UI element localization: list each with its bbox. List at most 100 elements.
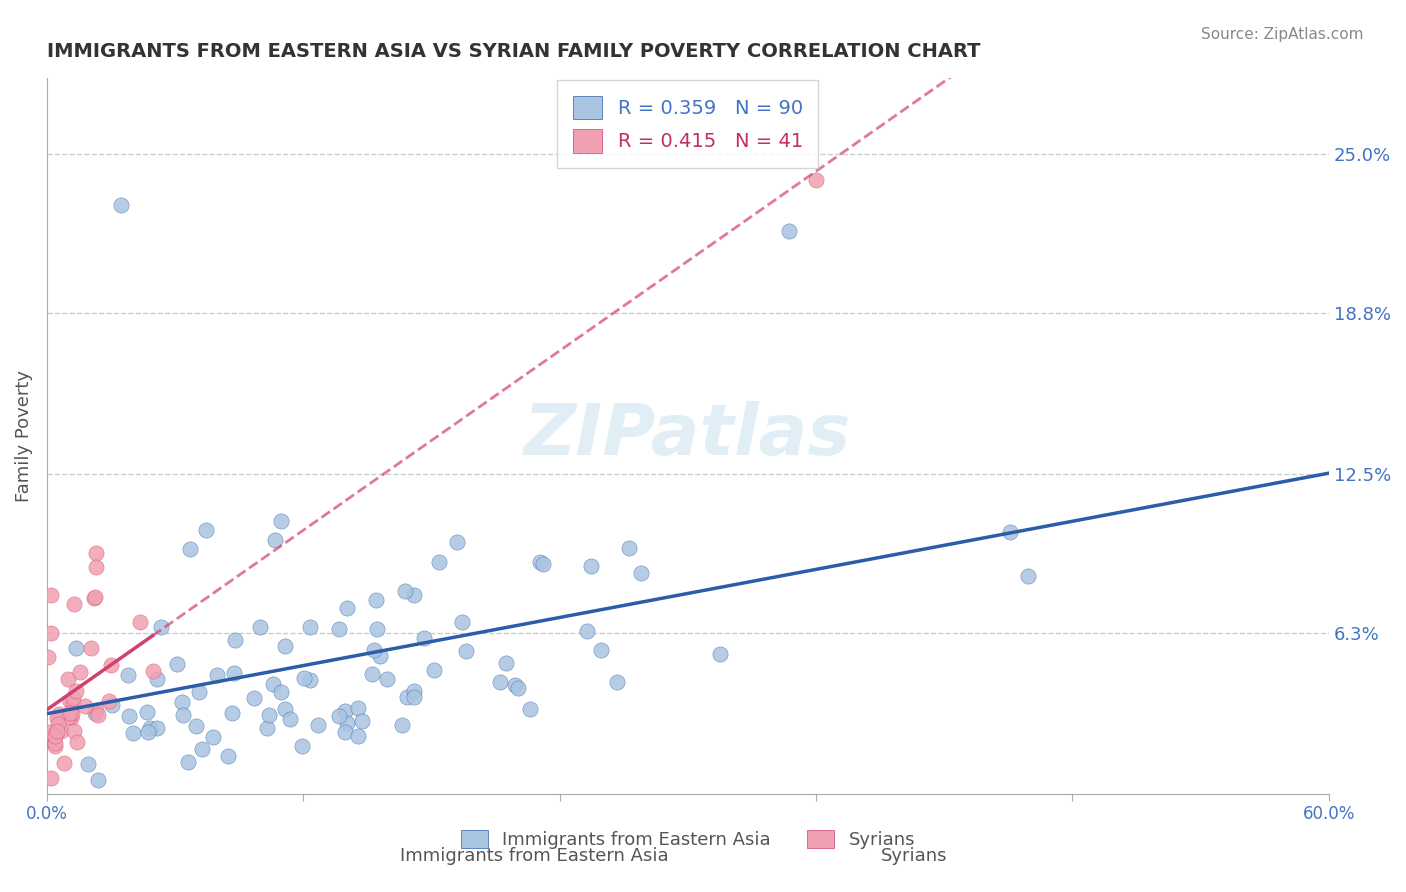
Point	[62, 697, 84, 711]
Point	[65, 683, 87, 698]
Point	[53, 756, 76, 770]
Point	[243, 691, 266, 706]
Point	[84, 560, 107, 574]
Point	[135, 705, 157, 719]
Text: IMMIGRANTS FROM EASTERN ASIA VS SYRIAN FAMILY POVERTY CORRELATION CHART: IMMIGRANTS FROM EASTERN ASIA VS SYRIAN F…	[46, 42, 980, 61]
Point	[166, 657, 188, 671]
Point	[256, 722, 278, 736]
Point	[451, 615, 474, 629]
Point	[606, 675, 628, 690]
Point	[84, 590, 107, 604]
Point	[179, 541, 201, 556]
Point	[84, 706, 107, 721]
Point	[86, 708, 108, 723]
Point	[1000, 524, 1022, 539]
Point	[62, 691, 84, 706]
Point	[59, 706, 82, 720]
Point	[80, 640, 103, 655]
Point	[75, 698, 97, 713]
Point	[84, 703, 107, 717]
Point	[262, 677, 284, 691]
Point	[44, 729, 66, 743]
Point	[350, 714, 373, 728]
Point	[224, 633, 246, 648]
Point	[454, 643, 477, 657]
Point	[65, 640, 87, 655]
Point	[368, 648, 391, 663]
Point	[363, 643, 385, 657]
Point	[46, 717, 69, 731]
Point	[146, 721, 169, 735]
Point	[176, 755, 198, 769]
Point	[139, 722, 162, 736]
Point	[172, 708, 194, 723]
Point	[100, 657, 122, 672]
Point	[519, 701, 541, 715]
Point	[778, 224, 800, 238]
Point	[217, 749, 239, 764]
Point	[630, 566, 652, 581]
Point	[446, 534, 468, 549]
Point	[59, 693, 82, 707]
Point	[41, 588, 63, 602]
Point	[101, 698, 124, 713]
Point	[86, 773, 108, 788]
Point	[328, 623, 350, 637]
Point	[97, 694, 120, 708]
Point	[118, 709, 141, 723]
Point	[264, 533, 287, 547]
Point	[364, 592, 387, 607]
Point	[146, 672, 169, 686]
Text: ZIPatlas: ZIPatlas	[524, 401, 852, 470]
Point	[360, 667, 382, 681]
Point	[576, 624, 599, 639]
Point	[413, 631, 436, 645]
Point	[366, 622, 388, 636]
Point	[45, 723, 67, 738]
Point	[58, 710, 80, 724]
Point	[49, 724, 72, 739]
Point	[395, 690, 418, 705]
Point	[62, 723, 84, 738]
Point	[142, 664, 165, 678]
Point	[257, 707, 280, 722]
Point	[404, 588, 426, 602]
Point	[489, 675, 512, 690]
Point	[531, 558, 554, 572]
Point	[184, 719, 207, 733]
Point	[278, 712, 301, 726]
Point	[347, 701, 370, 715]
Point	[48, 706, 70, 721]
Point	[336, 601, 359, 615]
Point	[222, 665, 245, 680]
Point	[77, 756, 100, 771]
Point	[38, 725, 60, 739]
Text: Source: ZipAtlas.com: Source: ZipAtlas.com	[1201, 27, 1364, 42]
Text: Syrians: Syrians	[880, 847, 948, 865]
Point	[66, 735, 89, 749]
Point	[129, 615, 152, 629]
Point	[508, 681, 530, 695]
Point	[394, 583, 416, 598]
Point	[39, 772, 62, 786]
Point	[221, 706, 243, 721]
Point	[333, 704, 356, 718]
Point	[150, 620, 173, 634]
Point	[619, 541, 641, 555]
Point	[294, 671, 316, 685]
Legend: R = 0.359   N = 90, R = 0.415   N = 41: R = 0.359 N = 90, R = 0.415 N = 41	[557, 80, 818, 169]
Point	[84, 546, 107, 560]
Point	[391, 718, 413, 732]
Point	[270, 684, 292, 698]
Point	[83, 591, 105, 605]
Point	[249, 620, 271, 634]
Point	[298, 619, 321, 633]
Point	[503, 678, 526, 692]
Point	[804, 173, 827, 187]
Point	[56, 672, 79, 686]
Point	[117, 668, 139, 682]
Point	[299, 673, 322, 687]
Point	[422, 663, 444, 677]
Point	[39, 626, 62, 640]
Point	[44, 736, 66, 750]
